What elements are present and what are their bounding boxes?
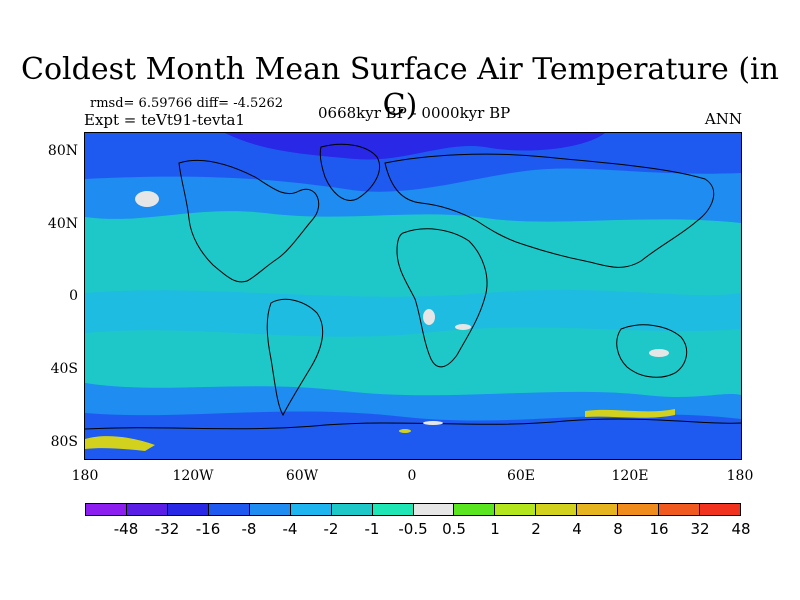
colorbar-label: 16 xyxy=(649,520,669,538)
colorbar-label: 48 xyxy=(731,520,751,538)
lat-label-40s: 40S xyxy=(50,361,78,377)
antarctic-region xyxy=(85,411,741,459)
temperature-field-map xyxy=(85,133,741,459)
lon-label-180e: 180 xyxy=(726,468,754,484)
colorbar-swatch xyxy=(208,504,250,515)
australia-coast xyxy=(616,324,688,378)
south-america-coast xyxy=(266,298,324,417)
colorbar-label: -4 xyxy=(282,520,298,538)
colorbar-swatch xyxy=(454,504,496,515)
colorbar-label: 0.5 xyxy=(442,520,466,538)
colorbar-swatch xyxy=(618,504,660,515)
ross-sea-anomaly xyxy=(85,436,155,451)
colorbar-swatch xyxy=(700,504,740,515)
colorbar-label: -8 xyxy=(241,520,257,538)
australia-anomaly xyxy=(649,349,669,357)
colorbar-swatch xyxy=(495,504,537,515)
map-panel[interactable] xyxy=(84,132,742,460)
antarctic-warm-strip-east xyxy=(585,409,675,418)
colorbar-swatch xyxy=(659,504,701,515)
lat-label-80n: 80N xyxy=(47,143,78,159)
antarctic-spot-1 xyxy=(423,421,443,425)
colorbar-label: -2 xyxy=(323,520,339,538)
antarctic-spot-2 xyxy=(399,429,411,433)
alaska-anomaly xyxy=(135,191,159,207)
lon-label-180w: 180 xyxy=(71,468,99,484)
map-title: Coldest Month Mean Surface Air Temperatu… xyxy=(21,52,779,123)
colorbar-swatch xyxy=(536,504,578,515)
colorbar-label: -32 xyxy=(154,520,180,538)
colorbar-label: 32 xyxy=(690,520,710,538)
greenland-coast xyxy=(319,143,380,201)
lat-label-80s: 80S xyxy=(50,434,78,450)
season-label: ANN xyxy=(704,110,742,128)
lon-label-60w: 60W xyxy=(285,468,319,484)
colorbar-swatch xyxy=(86,504,127,515)
colorbar-label: 8 xyxy=(613,520,623,538)
eurasia-coast xyxy=(384,153,715,268)
colorbar-swatch xyxy=(167,504,209,515)
colorbar-label: 4 xyxy=(572,520,582,538)
colorbar-label: -1 xyxy=(364,520,380,538)
arctic-region xyxy=(85,133,741,192)
south-africa-anomaly xyxy=(423,309,435,325)
colorbar-label: 1 xyxy=(490,520,500,538)
madagascar-anomaly xyxy=(455,324,471,330)
colorbar-swatch xyxy=(372,504,414,515)
colorbar-swatch xyxy=(413,504,455,515)
lon-label-60e: 60E xyxy=(506,468,536,484)
colorbar xyxy=(85,503,741,516)
lat-label-40n: 40N xyxy=(47,216,78,232)
colorbar-swatch xyxy=(249,504,291,515)
north-america-coast xyxy=(178,159,320,283)
colorbar-swatch xyxy=(331,504,373,515)
lon-label-120e: 120E xyxy=(611,468,649,484)
colorbar-swatch xyxy=(126,504,168,515)
colorbar-swatch xyxy=(290,504,332,515)
colorbar-label: -48 xyxy=(113,520,139,538)
africa-coast xyxy=(396,228,488,368)
period-label: 0668kyr BP - 0000kyr BP xyxy=(318,104,511,122)
colorbar-label: 2 xyxy=(531,520,541,538)
colorbar-swatch xyxy=(577,504,619,515)
colorbar-label: -16 xyxy=(195,520,221,538)
rmsd-stat: rmsd= 6.59766 diff= -4.5262 xyxy=(90,96,284,111)
lat-label-0: 0 xyxy=(69,288,78,304)
tropical-warm-band xyxy=(85,289,741,337)
lon-label-0: 0 xyxy=(407,468,417,484)
colorbar-label: -0.5 xyxy=(398,520,428,538)
lon-label-120w: 120W xyxy=(172,468,214,484)
experiment-label: Expt = teVt91-tevta1 xyxy=(84,111,245,129)
